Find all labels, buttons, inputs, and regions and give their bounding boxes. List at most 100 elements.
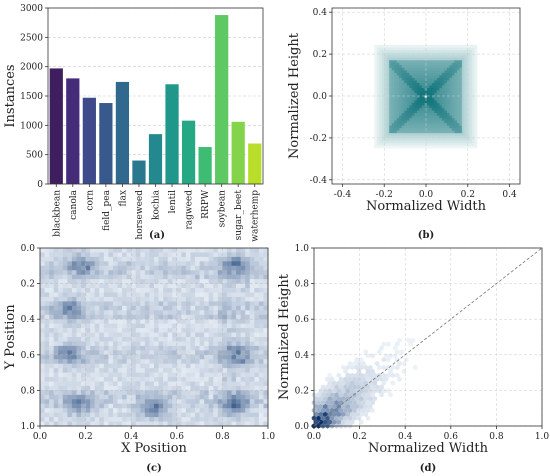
b-density-cell [456,107,460,111]
b-density-cell [416,47,420,51]
c-density-cell [195,323,200,329]
b-density-cell [429,105,433,109]
c-density-cell [85,305,91,311]
b-density-cell [411,115,415,119]
c-density-cell [149,350,155,356]
c-density-cell [199,341,205,347]
b-density-cell [389,145,393,149]
a-ytick-label: 500 [26,151,43,161]
c-density-cell [122,417,127,422]
b-density-cell [379,64,383,68]
b-density-cell [459,115,463,119]
b-density-cell [391,52,395,56]
b-density-cell [456,100,460,104]
c-density-cell [90,354,96,360]
c-density-cell [217,394,223,400]
c-density-cell [172,256,178,262]
b-density-cell [399,95,403,98]
b-density-cell [396,77,400,81]
c-density-cell [195,337,200,342]
c-density-cell [176,403,182,409]
c-density-cell [76,305,82,311]
c-density-cell [103,270,109,275]
b-density-cell [471,112,475,116]
b-density-cell [429,85,433,88]
b-density-cell [436,44,440,48]
b-density-cell [474,130,478,134]
c-density-cell [190,381,196,387]
c-density-cell [263,350,269,356]
b-density-cell [439,130,443,134]
b-density-cell [394,112,398,116]
b-density-cell [426,75,430,78]
b-density-cell [459,95,463,98]
b-density-cell [379,117,383,121]
c-density-cell [40,248,45,253]
c-density-cell [185,256,191,262]
b-density-cell [461,145,465,149]
c-density-cell [58,372,64,378]
c-density-cell [217,399,223,405]
c-density-cell [94,359,100,364]
b-density-cell [421,59,425,63]
c-density-cell [195,408,200,413]
c-density-cell [249,381,255,387]
c-density-cell [222,296,228,302]
c-density-cell [185,274,191,280]
d-hexbin [374,376,380,382]
c-density-cell [226,279,232,284]
d-hexbin [314,396,319,402]
b-density-cell [374,92,378,96]
b-density-cell [461,115,465,119]
c-density-cell [144,296,150,302]
b-density-cell [424,59,428,63]
b-density-cell [374,95,378,98]
b-density-cell [414,97,418,101]
b-density-cell [374,122,378,126]
d-hexbin [316,407,321,413]
c-density-cell [53,394,59,400]
b-density-cell [471,72,475,76]
c-density-cell [62,301,68,307]
c-density-cell [144,381,150,387]
b-density-cell [394,142,398,146]
c-density-cell [167,279,173,284]
c-density-cell [122,265,127,271]
c-density-cell [208,323,214,329]
b-density-cell [379,47,383,51]
b-density-cell [441,72,445,76]
c-density-cell [135,337,141,342]
c-density-cell [158,408,164,413]
c-density-cell [117,399,123,405]
c-density-cell [117,252,123,258]
b-density-cell [379,127,383,131]
b-density-cell [466,145,470,149]
c-density-cell [213,350,219,356]
c-density-cell [185,337,191,342]
b-density-cell [399,117,403,121]
c-density-cell [71,270,77,275]
b-density-cell [434,120,438,124]
b-density-cell [421,44,425,48]
c-density-cell [94,265,100,271]
c-density-cell [163,256,168,262]
c-density-cell [49,359,54,364]
b-density-cell [414,140,418,144]
panel-a-frame [47,7,264,185]
b-density-cell [434,64,438,68]
b-density-cell [449,95,453,98]
b-density-cell [469,49,473,53]
c-density-cell [181,265,187,271]
c-density-cell [154,323,159,329]
c-density-cell [108,354,114,360]
b-density-cell [414,142,418,146]
c-density-cell [190,310,196,316]
b-density-cell [411,82,415,86]
b-density-cell [394,145,398,149]
b-density-cell [451,67,455,71]
c-density-cell [90,337,96,342]
b-density-cell [474,135,478,139]
c-density-cell [90,372,96,378]
d-hexbin [338,376,344,382]
b-density-cell [374,82,378,86]
